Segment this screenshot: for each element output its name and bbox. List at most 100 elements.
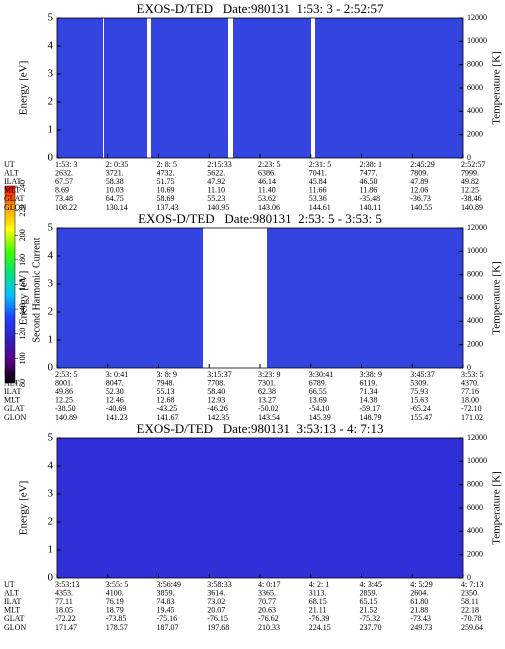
table-cell: 2:38: 1 (360, 160, 382, 169)
table-cell: 73.48 (55, 194, 73, 203)
table-cell: 8.69 (55, 186, 69, 195)
table-cell: 2:45:29 (410, 160, 434, 169)
table-cell: 7809. (410, 168, 428, 177)
table-cell: 8047. (106, 378, 124, 387)
colorbar-tick-label: 120 (18, 328, 27, 340)
table-cell: 12.06 (410, 186, 428, 195)
table-cell: 2:15:33 (207, 160, 231, 169)
table-cell: -59.17 (360, 404, 381, 413)
table-cell: 71.34 (360, 387, 378, 396)
table-cell: 47.89 (410, 177, 428, 186)
table-cell: 187.07 (157, 623, 179, 632)
table-cell: 45.84 (309, 177, 327, 186)
row-label: GLAT (4, 404, 25, 413)
table-cell: 65.15 (360, 597, 378, 606)
table-cell: -46.26 (207, 404, 228, 413)
table-cell: 58.38 (106, 177, 124, 186)
y-tick-label: 1 (48, 124, 54, 136)
table-cell: 2:23: 5 (258, 160, 280, 169)
table-cell: 21.11 (309, 606, 327, 615)
table-cell: 5622. (207, 168, 225, 177)
colorbar-tick-label: 160 (18, 279, 27, 291)
y2-tick-label: 6000 (467, 503, 483, 512)
table-cell: -75.32 (360, 614, 381, 623)
table-cell: -75.16 (157, 614, 178, 623)
row-label: MLT (4, 396, 20, 405)
table-cell: 4732. (157, 168, 175, 177)
y-tick-label: 4 (48, 250, 54, 262)
table-cell: 55.23 (207, 194, 225, 203)
colorbar-tick-label: 200 (18, 229, 27, 241)
table-cell: 53.36 (309, 194, 327, 203)
table-cell: 6386. (258, 168, 276, 177)
table-cell: 3:38: 9 (360, 370, 382, 379)
colorbar-tick-label: 180 (18, 254, 27, 266)
table-cell: 7041. (309, 168, 327, 177)
table-cell: 140.55 (410, 203, 432, 212)
table-cell: 10.69 (157, 186, 175, 195)
y-tick-label: 3 (48, 488, 54, 500)
table-cell: -38.50 (55, 404, 76, 413)
table-cell: 5309. (410, 378, 428, 387)
y-tick-label: 3 (48, 68, 54, 80)
row-label: GLON (4, 203, 26, 212)
table-cell: 11.40 (258, 186, 276, 195)
y-tick-label: 0 (48, 152, 54, 164)
y2-tick-label: 6000 (467, 293, 483, 302)
table-cell: 140.89 (461, 203, 483, 212)
table-cell: 4: 5:29 (410, 580, 432, 589)
y2-tick-label: 0 (467, 573, 471, 582)
colorbar-tick-label: 140 (18, 303, 27, 315)
table-cell: 155.47 (410, 413, 432, 422)
table-cell: -36.73 (410, 194, 431, 203)
y2-axis-label: Temperature [K] (491, 261, 503, 334)
row-label: ILAT (4, 177, 21, 186)
table-cell: 4: 3:45 (360, 580, 382, 589)
table-cell: 140.95 (207, 203, 229, 212)
table-cell: 143.54 (258, 413, 280, 422)
table-cell: 52.30 (106, 387, 124, 396)
table-cell: 47.92 (207, 177, 225, 186)
y-axis-label: Energy [eV] (18, 61, 30, 115)
row-label: UT (4, 580, 15, 589)
y-tick-label: 4 (48, 40, 54, 52)
row-label: GLON (4, 413, 26, 422)
data-gap (103, 18, 104, 158)
table-cell: 2604. (410, 588, 428, 597)
table-cell: 77.11 (55, 597, 73, 606)
table-cell: 3113. (309, 588, 327, 597)
table-cell: -72.22 (55, 614, 76, 623)
table-cell: 49.86 (55, 387, 73, 396)
table-cell: 143.06 (258, 203, 280, 212)
table-cell: 141.23 (106, 413, 128, 422)
table-cell: 142.35 (207, 413, 229, 422)
table-cell: -38.46 (461, 194, 482, 203)
y-axis-label: Energy [eV] (18, 481, 30, 535)
y2-tick-label: 12000 (467, 223, 487, 232)
table-cell: 2: 0:35 (106, 160, 128, 169)
table-cell: 53.62 (258, 194, 276, 203)
table-cell: 3365. (258, 588, 276, 597)
table-cell: 61.80 (410, 597, 428, 606)
row-label: GLAT (4, 194, 25, 203)
table-cell: 46.50 (360, 177, 378, 186)
y2-tick-label: 2000 (467, 339, 483, 348)
table-cell: 66.55 (309, 387, 327, 396)
y-tick-label: 3 (48, 278, 54, 290)
y2-tick-label: 2000 (467, 129, 483, 138)
table-cell: 64.75 (106, 194, 124, 203)
table-cell: 21.52 (360, 606, 378, 615)
table-cell: 12.25 (461, 186, 479, 195)
table-cell: 77.16 (461, 387, 479, 396)
table-cell: 21.88 (410, 606, 428, 615)
table-cell: -72.10 (461, 404, 482, 413)
table-cell: 249.73 (410, 623, 432, 632)
table-cell: 18.00 (461, 396, 479, 405)
table-cell: 2:52:57 (461, 160, 485, 169)
table-cell: 2859. (360, 588, 378, 597)
table-cell: 3:53: 5 (461, 370, 483, 379)
table-cell: 2:53: 5 (55, 370, 77, 379)
table-cell: -43.25 (157, 404, 178, 413)
y-tick-label: 1 (48, 544, 54, 556)
